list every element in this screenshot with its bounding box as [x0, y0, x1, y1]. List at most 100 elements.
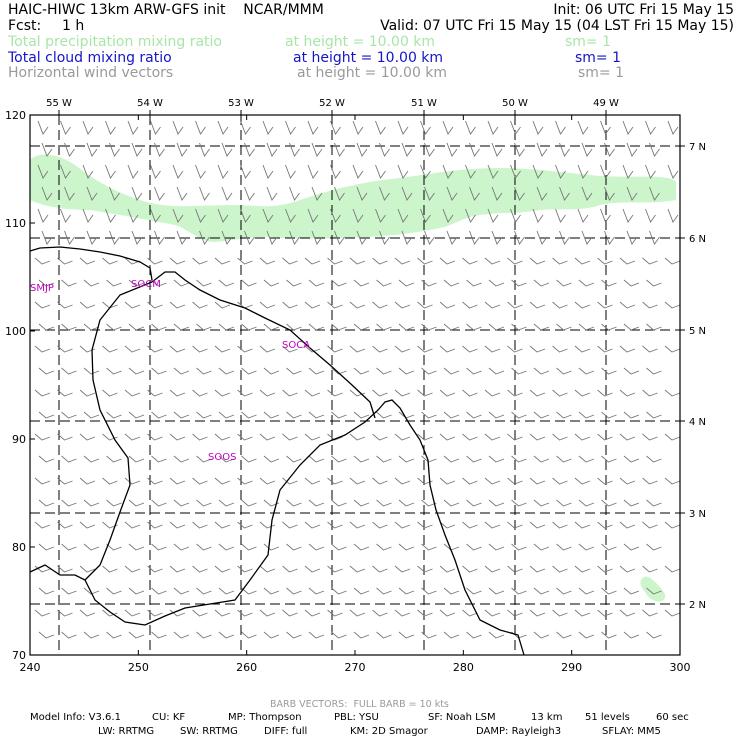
wind-barb [376, 323, 392, 331]
wind-barb [172, 164, 184, 179]
wind-barb [64, 186, 75, 201]
y-tick-label: 110 [5, 217, 26, 230]
wind-barb [646, 411, 662, 419]
wind-barb [57, 565, 73, 573]
wind-barb [311, 142, 323, 157]
wind-barb [375, 208, 386, 223]
wind-barb [349, 609, 366, 617]
wind-barb [311, 186, 323, 201]
wind-barb [353, 279, 370, 287]
lon-label: 49 W [593, 98, 619, 109]
wind-barb [147, 433, 163, 441]
field-precip-height: at height = 10.00 km [285, 34, 436, 50]
wind-barb [376, 587, 392, 595]
wind-barb [353, 411, 370, 419]
wind-barb [532, 208, 544, 223]
wind-barb [619, 433, 636, 441]
wind-barb [424, 142, 435, 157]
wind-barb [379, 142, 390, 157]
wind-barb [466, 367, 482, 375]
x-tick-label: 290 [561, 661, 582, 674]
wind-barb [443, 499, 460, 507]
wind-barb [376, 499, 392, 507]
wind-barb [124, 609, 141, 617]
wind-barb [401, 186, 413, 201]
wind-barb [106, 323, 122, 331]
wind-barb [604, 186, 615, 201]
wind-barb [221, 142, 233, 157]
wind-barb [57, 345, 73, 353]
wind-barb [286, 323, 302, 331]
wind-barb [507, 565, 523, 573]
wind-barb [60, 208, 71, 223]
wind-barb [577, 208, 589, 223]
coastline-main [151, 271, 376, 419]
wind-barb [147, 609, 163, 617]
wind-barb [196, 411, 212, 419]
wind-barb [376, 279, 392, 287]
wind-barb [128, 455, 145, 463]
wind-barb [172, 120, 184, 135]
wind-barb [417, 565, 433, 573]
wind-barb [214, 565, 231, 573]
wind-barb [574, 257, 591, 265]
wind-barb [308, 543, 325, 551]
wind-barb [507, 433, 523, 441]
wind-barb [379, 186, 390, 201]
wind-barb [259, 433, 276, 441]
wind-barb [263, 455, 280, 463]
wind-barb [462, 345, 478, 353]
wind-barb [439, 609, 456, 617]
wind-barb [417, 257, 433, 265]
wind-barb [60, 164, 71, 179]
wind-barb [34, 257, 51, 265]
wind-barb [237, 433, 253, 441]
wind-barb [556, 631, 572, 639]
wind-barb [195, 164, 206, 179]
wind-barb [353, 367, 370, 375]
wind-barb [304, 565, 321, 573]
wind-barb [623, 631, 640, 639]
wind-barb [169, 565, 186, 573]
wind-barb [421, 323, 437, 331]
station-soca: SOCA [282, 340, 311, 351]
wind-barb [466, 323, 482, 331]
wind-barb [57, 609, 73, 617]
wind-barb [218, 587, 235, 595]
wind-barb [221, 186, 233, 201]
wind-barb [331, 499, 347, 507]
wind-barb [38, 455, 55, 463]
wind-barb [646, 631, 662, 639]
wind-barb [263, 587, 280, 595]
wind-barb [601, 499, 617, 507]
wind-barb [488, 455, 505, 463]
wind-barb [102, 389, 118, 397]
footer-diff: DIFF: full [264, 726, 308, 737]
wind-barb [372, 389, 388, 397]
wind-barb [109, 186, 120, 201]
wind-barb [510, 208, 521, 223]
wind-barb [439, 389, 456, 397]
wind-barb [552, 389, 568, 397]
wind-barb [353, 455, 370, 463]
wind-barb [646, 279, 662, 287]
wind-barb [199, 142, 210, 157]
wind-barb [214, 609, 231, 617]
wind-barb [469, 142, 480, 157]
wind-barb [597, 257, 613, 265]
wind-barb [349, 477, 366, 485]
wind-barb [619, 345, 636, 353]
wind-barb [147, 521, 163, 529]
wind-barb [131, 142, 143, 157]
wind-barb [421, 631, 437, 639]
wind-barb [529, 565, 546, 573]
wind-barb [34, 433, 51, 441]
wind-barb [57, 389, 73, 397]
wind-barb [356, 230, 368, 245]
wind-barb [398, 587, 415, 595]
wind-barb [488, 587, 505, 595]
wind-barb [488, 543, 505, 551]
forecast-label: Fcst: [8, 18, 42, 34]
field-wind-sm: sm= 1 [578, 65, 625, 81]
